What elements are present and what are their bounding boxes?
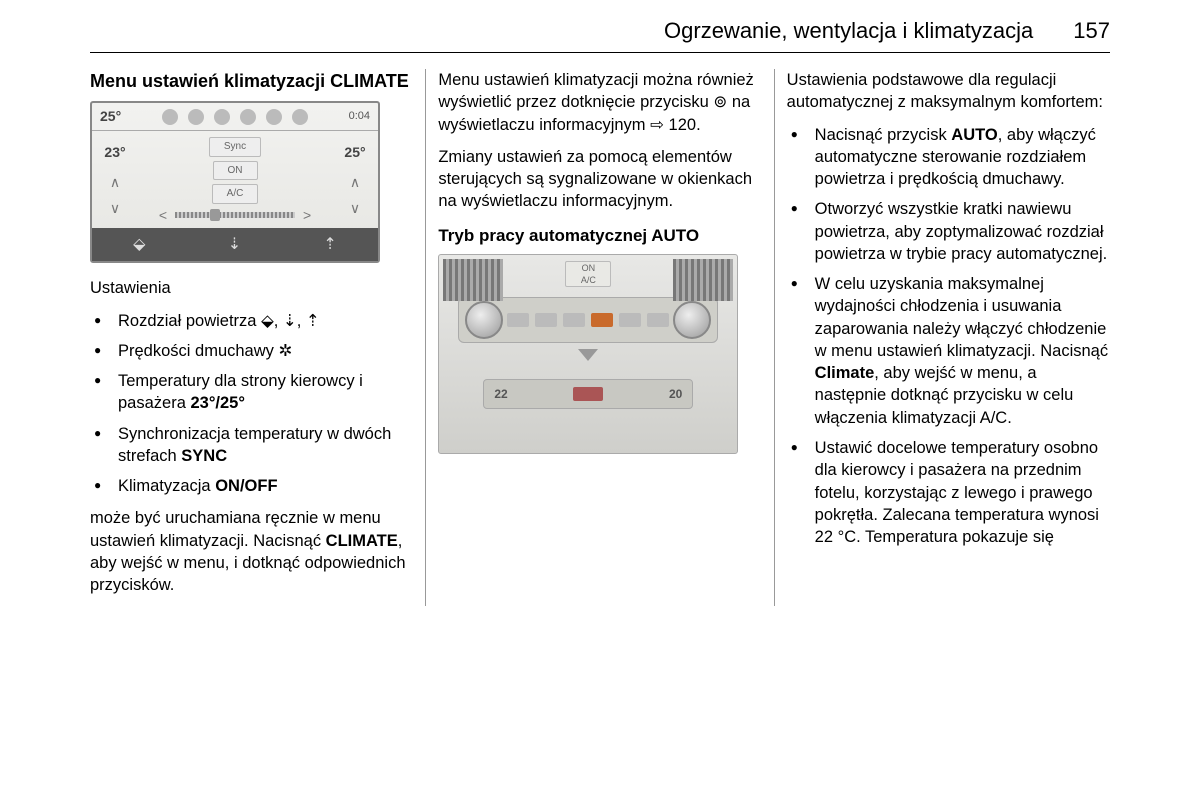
callout-arrow-icon [578, 349, 598, 361]
column-1: Menu ustawień klimatyzacji CLIMATE 25° 0… [90, 69, 426, 606]
climate-right-side: 25° ∧ ∨ [332, 131, 378, 228]
column-2: Menu ustawień klimatyzacji można również… [426, 69, 774, 606]
p1-num: 120. [664, 116, 701, 134]
bullet-max-cooling: W celu uzyskania maksymalnej wydajności … [815, 273, 1110, 429]
chevron-up-icon: ∧ [110, 175, 120, 189]
topbar-time: 0:04 [349, 109, 370, 124]
topbar-icon [266, 109, 282, 125]
bullet-ac-onoff: Klimatyzacja ON/OFF [118, 475, 413, 497]
onoff-label: ON/OFF [215, 477, 277, 495]
lower-button [573, 387, 603, 401]
page-header: Ogrzewanie, wentylacja i klimatyzacja 15… [0, 0, 1200, 52]
col3-intro: Ustawienia podstawowe dla regulacji auto… [787, 69, 1110, 114]
topbar-temp: 25° [100, 107, 121, 126]
panel-buttons [507, 313, 669, 327]
fan-slider [175, 212, 295, 218]
bullet-sync: Synchronizacja temperatury w dwóch stref… [118, 423, 413, 468]
vent-feet-icon: ⇡ [323, 234, 336, 256]
dashboard-illustration: ON A/C 22 20 [438, 254, 738, 454]
left-knob [465, 301, 503, 339]
chevron-down-icon: ∨ [110, 201, 120, 215]
fan-icon: ✲ [278, 342, 292, 360]
ac-button: A/C [212, 184, 259, 204]
chevron-right-icon: > [303, 208, 311, 222]
right-knob [673, 301, 711, 339]
on-button: ON [213, 161, 258, 181]
topbar-icon [240, 109, 256, 125]
p1-pre: Menu ustawień klimatyzacji można również… [438, 71, 753, 111]
lower-left-temp: 22 [494, 386, 507, 402]
climate-bottombar: ⬙ ⇣ ⇡ [92, 228, 378, 262]
bullet-open-vents: Otworzyć wszystkie kratki nawiewu powiet… [815, 198, 1110, 265]
climate-word: Climate [815, 364, 875, 382]
page-number: 157 [1073, 18, 1110, 44]
auto-word: AUTO [951, 126, 997, 144]
topbar-icon [188, 109, 204, 125]
header-rule [90, 52, 1110, 53]
dash-ac-label: A/C [581, 274, 596, 286]
fan-slider-row: < > [159, 208, 311, 222]
sync-label: SYNC [181, 447, 227, 465]
column-3: Ustawienia podstawowe dla regulacji auto… [775, 69, 1110, 606]
bullet-text: Synchronizacja temperatury w dwóch stref… [118, 425, 391, 465]
climate-left-side: 23° ∧ ∨ [92, 131, 138, 228]
air-distribution-icons: ⬙, ⇣, ⇡ [261, 312, 320, 330]
climate-center: Sync ON A/C < > [138, 131, 332, 228]
climate-menu-heading: Menu ustawień klimatyzacji CLIMATE [90, 69, 413, 93]
dash-screen: ON A/C [565, 261, 611, 287]
chevron-down-icon: ∨ [350, 201, 360, 215]
col2-p2: Zmiany ustawień za pomocą elementów ster… [438, 146, 761, 213]
topbar-icon [292, 109, 308, 125]
panel-button [507, 313, 529, 327]
chevron-left-icon: < [159, 208, 167, 222]
panel-button [619, 313, 641, 327]
header-title: Ogrzewanie, wentylacja i klimatyzacja [664, 18, 1033, 44]
climate-topbar: 25° 0:04 [92, 103, 378, 131]
slider-knob [210, 209, 220, 221]
bullet-air-distribution: Rozdział powietrza ⬙, ⇣, ⇡ [118, 310, 413, 332]
dash-vent-right [673, 259, 733, 301]
temp-values: 23°/25° [190, 394, 245, 412]
vent-face-icon: ⇣ [228, 234, 241, 256]
climate-panel-button [591, 313, 613, 327]
climate-paragraph: może być uruchamiana ręcznie w menu usta… [90, 507, 413, 596]
left-temp: 23° [104, 143, 125, 162]
topbar-icons [162, 109, 308, 125]
auto-bullets: Nacisnąć przycisk AUTO, aby włączyć auto… [787, 124, 1110, 549]
settings-label: Ustawienia [90, 277, 413, 299]
info-display-icon: ⊚ [713, 93, 727, 111]
bullet-fan-speed: Prędkości dmuchawy ✲ [118, 340, 413, 362]
sync-button: Sync [209, 137, 261, 157]
topbar-icon [162, 109, 178, 125]
settings-bullets: Rozdział powietrza ⬙, ⇣, ⇡ Prędkości dmu… [90, 310, 413, 498]
topbar-icon [214, 109, 230, 125]
dash-on-label: ON [582, 262, 596, 274]
climate-word: CLIMATE [326, 532, 398, 550]
dash-lower-panel: 22 20 [483, 379, 693, 409]
vent-defrost-icon: ⬙ [133, 234, 145, 256]
page-ref-arrow-icon: ⇨ [650, 116, 664, 134]
b3-pre: W celu uzyskania maksymalnej wydajności … [815, 275, 1108, 360]
dash-panel [458, 297, 718, 343]
panel-button [535, 313, 557, 327]
col2-p1: Menu ustawień klimatyzacji można również… [438, 69, 761, 136]
bullet-auto-press: Nacisnąć przycisk AUTO, aby włączyć auto… [815, 124, 1110, 191]
lower-right-temp: 20 [669, 386, 682, 402]
bullet-set-temps: Ustawić docelowe temperatury osobno dla … [815, 437, 1110, 548]
right-temp: 25° [344, 143, 365, 162]
bullet-text: Prędkości dmuchawy [118, 342, 278, 360]
b1-pre: Nacisnąć przycisk [815, 126, 952, 144]
climate-main: 23° ∧ ∨ Sync ON A/C < > 25° ∧ [92, 131, 378, 228]
bullet-temperatures: Temperatury dla strony kierowcy i pasaże… [118, 370, 413, 415]
panel-button [647, 313, 669, 327]
auto-mode-heading: Tryb pracy automatycznej AUTO [438, 225, 761, 248]
climate-screen-illustration: 25° 0:04 23° ∧ ∨ Sync [90, 101, 380, 263]
bullet-text: Rozdział powietrza [118, 312, 261, 330]
content-columns: Menu ustawień klimatyzacji CLIMATE 25° 0… [0, 69, 1200, 606]
panel-button [563, 313, 585, 327]
chevron-up-icon: ∧ [350, 175, 360, 189]
dash-vent-left [443, 259, 503, 301]
bullet-text: Klimatyzacja [118, 477, 215, 495]
